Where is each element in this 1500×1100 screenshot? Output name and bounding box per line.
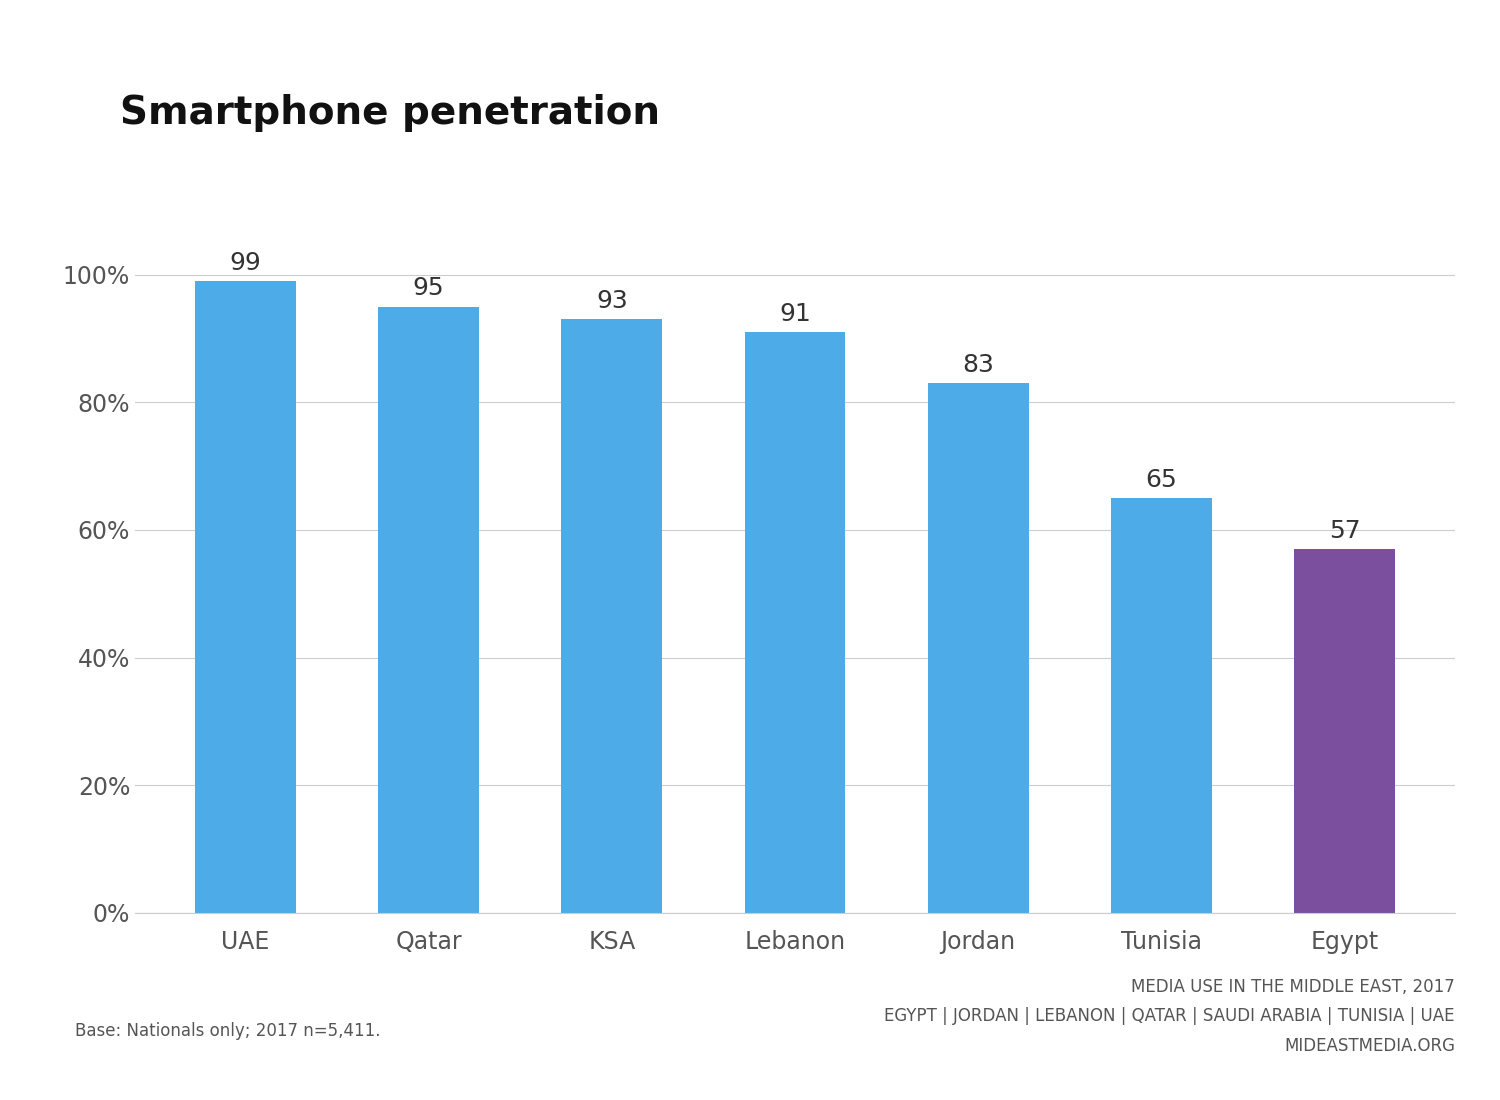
Text: 99: 99 [230, 251, 261, 275]
Text: 93: 93 [596, 289, 627, 312]
Text: 57: 57 [1329, 519, 1360, 542]
Text: 95: 95 [413, 276, 444, 300]
Text: 91: 91 [778, 301, 812, 326]
Bar [928, 383, 1029, 913]
Text: MIDEASTMEDIA.ORG: MIDEASTMEDIA.ORG [1284, 1037, 1455, 1055]
Text: MEDIA USE IN THE MIDDLE EAST, 2017: MEDIA USE IN THE MIDDLE EAST, 2017 [1131, 978, 1455, 996]
Text: 83: 83 [963, 353, 994, 376]
Bar [195, 280, 296, 913]
Text: Base: Nationals only; 2017 n=5,411.: Base: Nationals only; 2017 n=5,411. [75, 1022, 381, 1040]
Bar [1294, 549, 1395, 913]
Text: EGYPT | JORDAN | LEBANON | QATAR | SAUDI ARABIA | TUNISIA | UAE: EGYPT | JORDAN | LEBANON | QATAR | SAUDI… [885, 1008, 1455, 1025]
Bar [744, 332, 846, 913]
Text: Smartphone penetration: Smartphone penetration [120, 94, 660, 132]
Bar [378, 307, 478, 913]
Text: 65: 65 [1146, 468, 1178, 492]
Bar [1112, 498, 1212, 913]
Bar [561, 319, 662, 913]
